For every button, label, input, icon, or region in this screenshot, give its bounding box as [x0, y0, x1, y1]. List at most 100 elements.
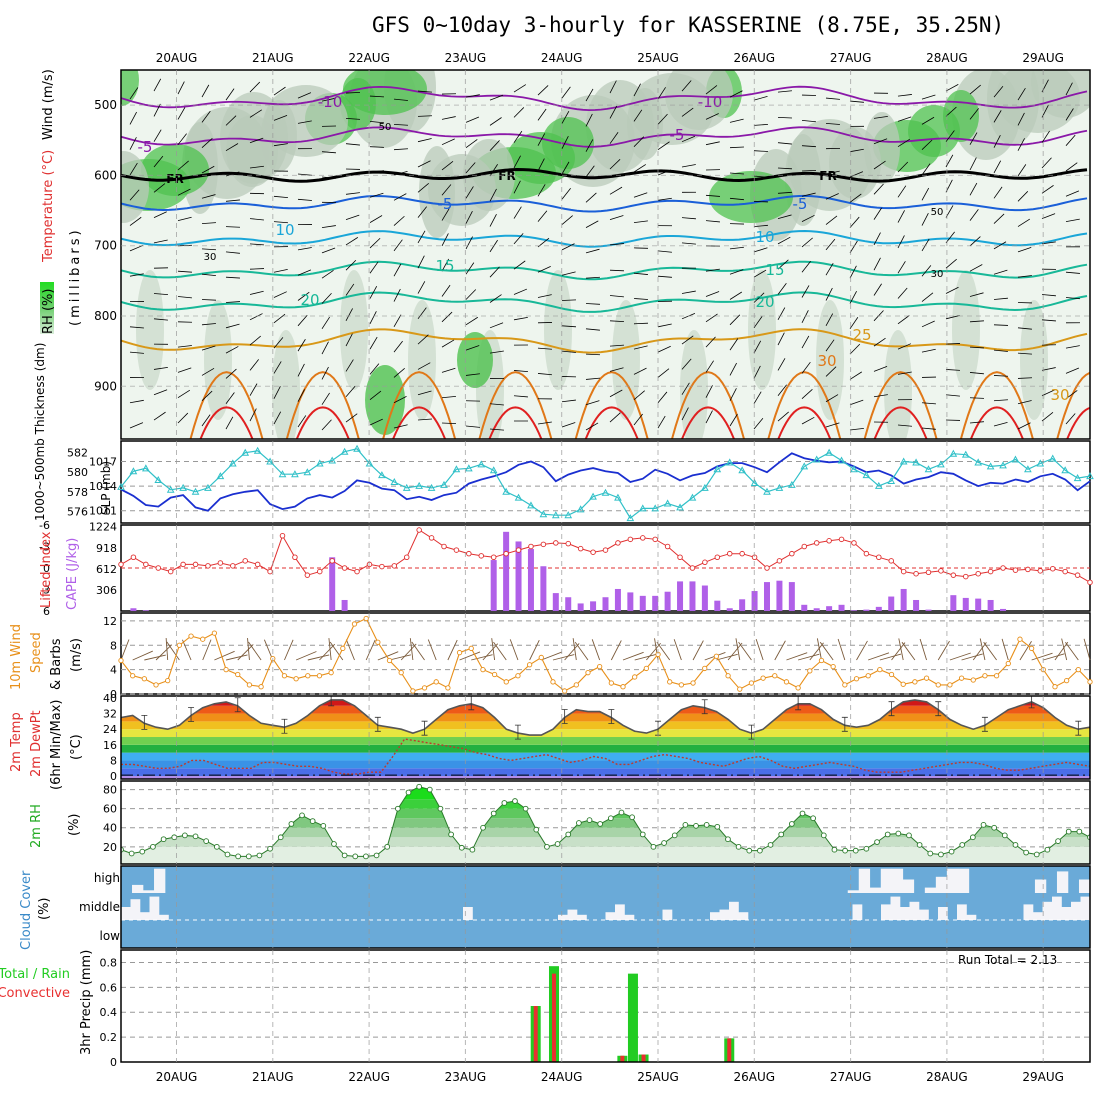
- wind-barb: [585, 303, 600, 305]
- lifted-index-point: [379, 563, 385, 570]
- cloud-cover-cell: [1034, 879, 1047, 893]
- wind-speed-point: [958, 675, 965, 681]
- cloud-cover-cell: [719, 909, 730, 920]
- wind-barb: [561, 422, 576, 428]
- rh-2m-point: [927, 850, 934, 857]
- rh-2m-point: [576, 820, 582, 826]
- lifted-index-point: [1012, 567, 1019, 573]
- isotach-line: [121, 126, 1088, 148]
- wind-barb: [609, 295, 624, 298]
- wind-barb: [537, 373, 552, 376]
- lifted-index-point: [739, 550, 745, 557]
- wind-barb: [921, 320, 935, 328]
- wind-barb: [177, 389, 191, 399]
- rh-2m-point: [512, 798, 518, 804]
- precip-panel: 0.8 0.6 0.4 0.2 0 Run Total = 2.13 Total / R…: [0, 949, 1091, 1069]
- wind-barb: [129, 422, 144, 429]
- cape-bar: [602, 597, 609, 611]
- wind-tick: 8: [110, 639, 117, 652]
- wind-speed-point: [515, 673, 521, 679]
- wind-barb: [969, 320, 984, 323]
- wind-barb: [465, 94, 480, 98]
- hot-isotherm-arch: [1066, 406, 1090, 439]
- rh-2m-point: [554, 841, 561, 847]
- wind-speed-point: [865, 673, 871, 679]
- wind-tick: 0: [110, 688, 117, 701]
- wind-barb: [441, 138, 455, 146]
- wind-barb: [825, 287, 833, 301]
- wind-barb: [537, 108, 547, 121]
- wind-barb: [993, 375, 1008, 377]
- lifted-index-point: [205, 563, 211, 569]
- isotach-label: -5: [138, 138, 153, 156]
- wind-barb: [729, 388, 737, 401]
- wind-barb: [897, 287, 908, 299]
- thickness-marker: [961, 450, 970, 458]
- rh-low-patch: [136, 270, 164, 390]
- rh-2m-point: [948, 848, 955, 855]
- wind-barb: [273, 86, 286, 96]
- wind-speed-point: [246, 682, 253, 688]
- thickness-marker: [713, 465, 722, 473]
- wind-barb-10m: [610, 640, 622, 661]
- cape-bar: [329, 557, 336, 611]
- rh-2m-point: [799, 810, 806, 817]
- cape-bar: [577, 603, 584, 611]
- wind-barb: [273, 221, 288, 224]
- wind-barb: [705, 141, 720, 146]
- top-date-label: 20AUG: [156, 51, 198, 65]
- wind-barb: [609, 344, 624, 347]
- wind-barb: [993, 349, 1008, 352]
- bottom-date-label: 27AUG: [830, 1070, 872, 1084]
- wind-barb-10m: [1001, 638, 1009, 661]
- wind-barb: [945, 130, 955, 142]
- rh-2m-point: [533, 826, 540, 833]
- wind-barb: [681, 107, 694, 117]
- rh-2m-point: [757, 847, 763, 854]
- wind-barb-10m: [979, 638, 986, 661]
- wind-barb: [393, 148, 408, 151]
- thickness-marker: [589, 492, 597, 500]
- lifted-index-point: [1062, 568, 1068, 575]
- wind-barb: [369, 336, 378, 350]
- temp-band: [121, 768, 1090, 777]
- lifted-index-point: [863, 550, 870, 557]
- rh-contour-patch: [709, 171, 793, 223]
- wind-speed-point: [912, 679, 918, 685]
- top-date-label: 27AUG: [830, 51, 872, 65]
- cloud-cover-cell: [1078, 879, 1091, 893]
- rh-tick: 60: [103, 803, 117, 816]
- wind-barb: [585, 328, 600, 331]
- wind-barb: [1017, 246, 1032, 253]
- top-date-label: 21AUG: [252, 51, 294, 65]
- cape-bar: [490, 560, 497, 611]
- wind-barb: [753, 316, 763, 329]
- wind-barb: [633, 109, 643, 122]
- thickness-marker: [365, 459, 374, 467]
- lifted-index-point: [1087, 579, 1093, 586]
- wind-barb: [345, 92, 361, 94]
- temp-band: [121, 737, 1090, 745]
- wind-barb: [825, 339, 835, 352]
- rh-2m-point: [288, 821, 295, 827]
- cloud-cover-cell: [577, 914, 587, 920]
- wind-speed-point: [643, 665, 650, 672]
- temp-band: [121, 713, 1090, 722]
- thickness-marker: [825, 448, 833, 456]
- thickness-marker: [676, 503, 684, 511]
- wind-barb: [273, 143, 288, 147]
- wind-barb: [753, 224, 768, 227]
- ylabel-rh: RH (%): [41, 289, 56, 334]
- wind-barb: [225, 392, 235, 404]
- wind-barb: [969, 292, 984, 297]
- cloud-cover-cell: [558, 914, 568, 920]
- wind-barb: [417, 206, 427, 218]
- wind-barb: [153, 293, 168, 296]
- wind-barb: [249, 313, 263, 321]
- thickness-marker: [216, 472, 225, 480]
- wind-barb: [201, 222, 216, 224]
- cape-bar: [614, 588, 621, 611]
- wind-barb: [609, 269, 625, 272]
- wind-speed-point: [900, 681, 906, 687]
- wind-barb: [201, 414, 211, 427]
